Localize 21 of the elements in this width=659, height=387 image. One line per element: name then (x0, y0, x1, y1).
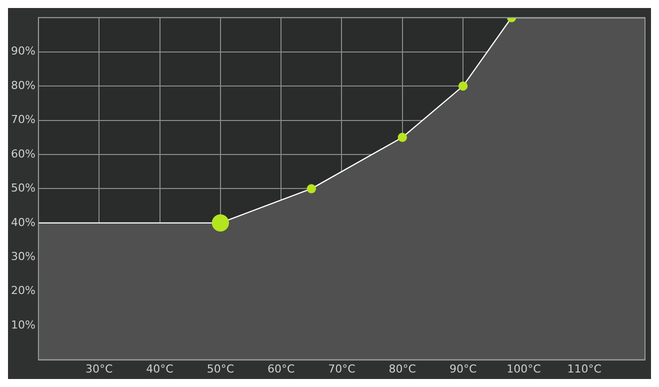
x-tick-label: 30°C (86, 362, 114, 376)
point (398, 132, 407, 142)
y-tick-label: 50% (10, 182, 36, 195)
point (306, 184, 316, 194)
x-tick-label: 80°C (388, 362, 416, 376)
point (458, 81, 468, 91)
y-tick-label: 30% (10, 250, 36, 263)
y-tick-label: 60% (10, 147, 36, 160)
x-tick-label: 70°C (328, 362, 356, 376)
x-tick-label: 90°C (449, 362, 477, 376)
y-tick-label: 80% (10, 78, 36, 92)
y-tick-label: 90% (10, 44, 36, 58)
x-tick-label: 50°C (206, 362, 234, 376)
y-tick-label: 40% (10, 216, 36, 229)
x-tick-label: 100°C (506, 362, 542, 376)
x-tick-label: 60°C (267, 362, 295, 376)
x-tick-label: 40°C (146, 362, 174, 376)
x-tick-label: 110°C (567, 362, 602, 376)
y-tick-label: 70% (10, 113, 36, 126)
y-tick-label: 20% (10, 284, 36, 298)
y-tick-label: 10% (10, 318, 36, 332)
